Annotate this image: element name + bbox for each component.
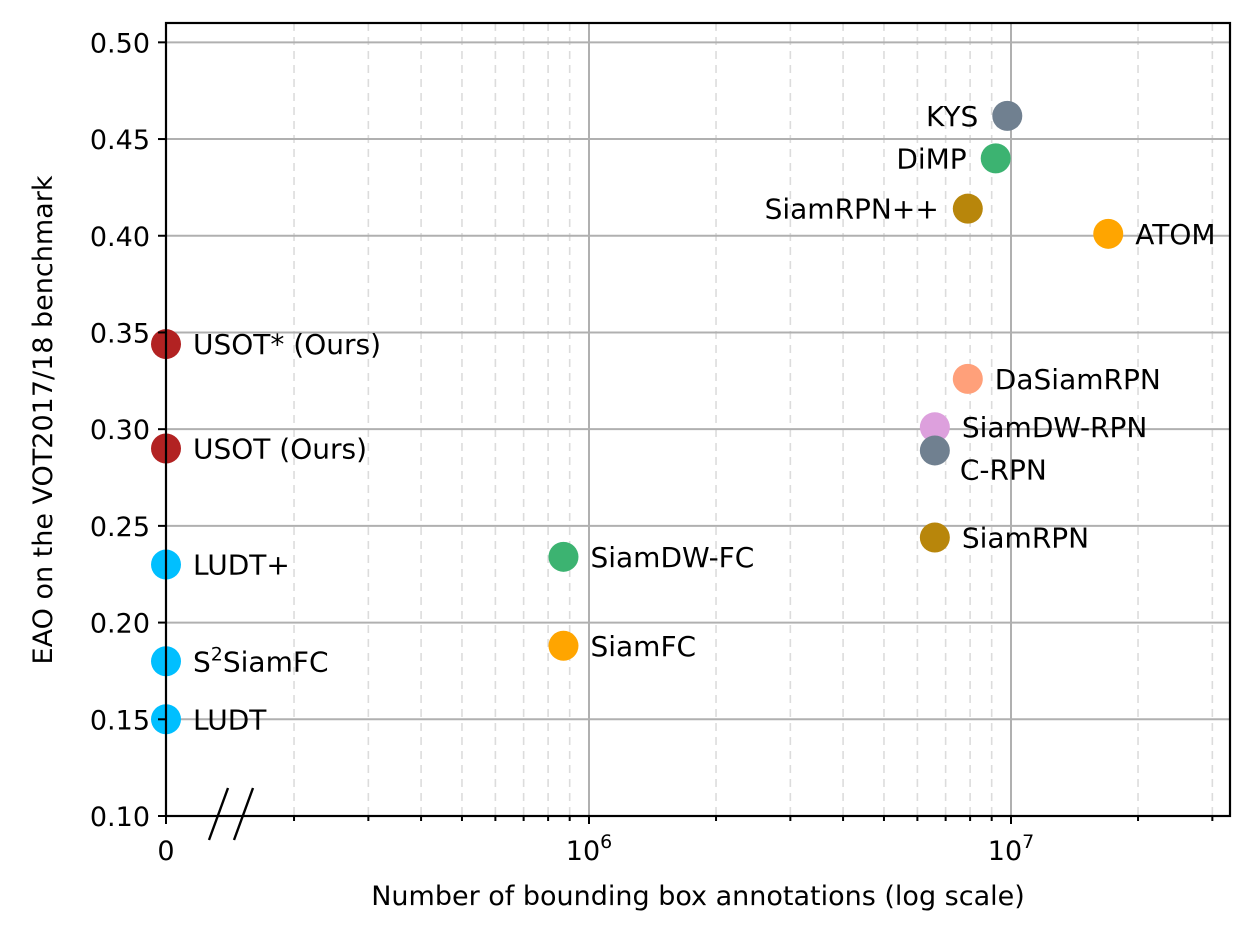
y-tick-label: 0.35 [90,318,150,349]
data-label: SiamDW-FC [590,541,754,574]
data-point [919,522,950,553]
y-tick-label: 0.30 [90,415,150,446]
y-tick-label: 0.20 [90,609,150,640]
data-label: ATOM [1135,218,1215,251]
data-label: DaSiamRPN [995,363,1161,396]
data-label: S2SiamFC [193,643,329,678]
data-label: SiamRPN++ [765,193,939,226]
data-label: SiamRPN [962,521,1089,554]
y-tick-label: 0.15 [90,705,150,736]
data-point [548,541,579,572]
y-tick-label: 0.25 [90,512,150,543]
data-point [548,630,579,661]
x-tick-label: 0 [157,836,174,867]
data-point [919,435,950,466]
data-label: SiamFC [590,630,696,663]
data-point [980,143,1011,174]
y-tick-label: 0.45 [90,125,150,156]
data-point [952,193,983,224]
data-label: DiMP [896,142,966,175]
data-point [952,363,983,394]
x-tick-label: 107 [988,831,1034,867]
data-label: USOT (Ours) [193,433,367,466]
data-labels: USOT* (Ours) USOT (Ours) LUDT+ S2SiamFC LUDT… [193,100,1216,736]
axis-break-marker [207,787,255,841]
axes: 0.10 0.15 0.20 0.25 0.30 0.35 0.40 0.45 0.50 0 106… [90,28,1214,867]
data-label: SiamDW-RPN [962,411,1148,444]
data-point [1093,218,1124,249]
data-label: C-RPN [960,453,1047,486]
y-tick-label: 0.40 [90,222,150,253]
x-tick-label: 106 [566,831,612,867]
data-label: KYS [926,100,978,133]
x-axis-label: Number of bounding box annotations (log … [371,881,1025,912]
data-point [919,412,950,443]
data-label: LUDT [193,703,267,736]
data-points [151,100,1124,735]
data-label: USOT* (Ours) [193,328,381,361]
data-point [992,100,1023,131]
y-tick-label: 0.50 [90,28,150,59]
y-tick-label: 0.10 [90,802,150,833]
plot-frame [164,21,1232,818]
data-label: LUDT+ [193,549,290,582]
y-axis-label: EAO on the VOT2017/18 benchmark [28,175,59,664]
